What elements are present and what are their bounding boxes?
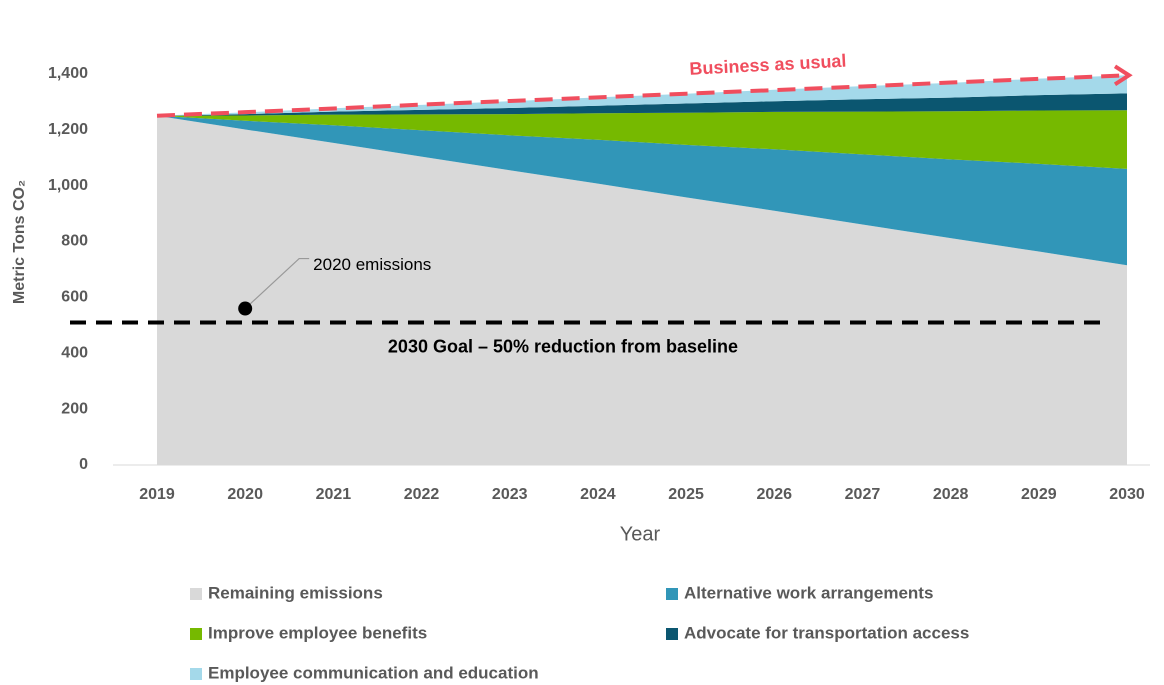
goal-label: 2030 Goal – 50% reduction from baseline xyxy=(388,336,738,356)
legend-swatch xyxy=(190,628,202,640)
legend-label: Remaining emissions xyxy=(208,583,383,602)
bau-label: Business as usual xyxy=(689,51,847,79)
x-tick-label: 2029 xyxy=(1021,486,1057,503)
x-tick-label: 2021 xyxy=(316,486,352,503)
area xyxy=(157,75,1127,116)
legend-swatch xyxy=(190,668,202,680)
y-tick-label: 1,400 xyxy=(48,65,88,82)
y-tick-label: 0 xyxy=(79,456,88,473)
y-tick-label: 400 xyxy=(61,344,88,361)
y-tick-label: 1,200 xyxy=(48,121,88,138)
legend-label: Employee communication and education xyxy=(208,663,539,682)
y-tick-label: 800 xyxy=(61,233,88,250)
x-tick-label: 2030 xyxy=(1109,486,1145,503)
x-tick-label: 2025 xyxy=(668,486,704,503)
legend-label: Improve employee benefits xyxy=(208,623,427,642)
x-tick-label: 2024 xyxy=(580,486,616,503)
area xyxy=(157,110,1127,169)
x-tick-label: 2026 xyxy=(756,486,792,503)
legend-label: Alternative work arrangements xyxy=(684,583,933,602)
x-tick-label: 2028 xyxy=(933,486,969,503)
legend-swatch xyxy=(190,588,202,600)
x-tick-label: 2027 xyxy=(845,486,881,503)
x-tick-label: 2019 xyxy=(139,486,175,503)
y-tick-label: 600 xyxy=(61,289,88,306)
x-tick-label: 2023 xyxy=(492,486,528,503)
y-tick-label: 200 xyxy=(61,400,88,417)
legend-swatch xyxy=(666,628,678,640)
y-axis-title: Metric Tons CO₂ xyxy=(11,180,28,304)
y-tick-label: 1,000 xyxy=(48,177,88,194)
area xyxy=(157,115,1127,465)
callout-line xyxy=(244,257,310,309)
point-label: 2020 emissions xyxy=(313,255,431,274)
area xyxy=(157,115,1127,266)
x-tick-label: 2020 xyxy=(227,486,263,503)
legend-swatch xyxy=(666,588,678,600)
bau-arrow xyxy=(1113,64,1133,86)
point xyxy=(238,301,253,316)
legend-label: Advocate for transportation access xyxy=(684,623,969,642)
x-tick-label: 2022 xyxy=(404,486,440,503)
x-axis-title: Year xyxy=(620,523,661,545)
